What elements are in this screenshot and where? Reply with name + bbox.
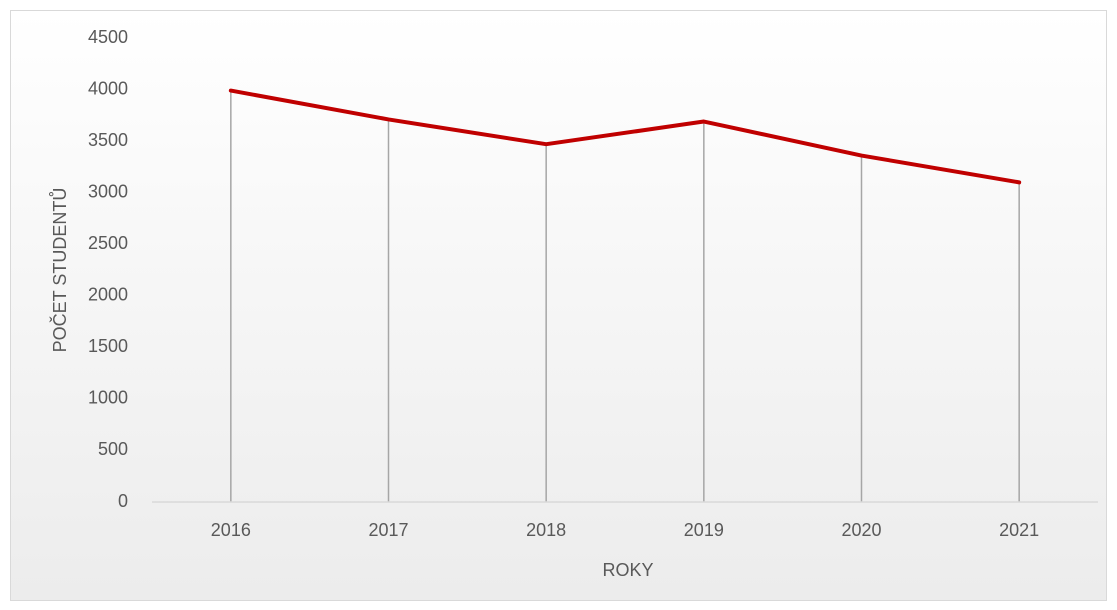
y-tick-label: 500 [98,439,128,459]
x-tick-label: 2016 [211,520,251,540]
x-tick-label: 2020 [841,520,881,540]
y-tick-label: 4500 [88,27,128,47]
y-tick-label: 3000 [88,181,128,201]
y-tick-label: 2000 [88,285,128,305]
x-tick-label: 2018 [526,520,566,540]
x-tick-label: 2019 [684,520,724,540]
y-tick-label: 3500 [88,130,128,150]
chart-frame [10,10,1107,601]
y-tick-label: 4000 [88,78,128,98]
y-tick-label: 0 [118,491,128,511]
y-tick-label: 1000 [88,388,128,408]
x-tick-label: 2017 [368,520,408,540]
x-tick-label: 2021 [999,520,1039,540]
y-tick-label: 2500 [88,233,128,253]
y-tick-label: 1500 [88,336,128,356]
data-line [228,88,1022,185]
y-axis-title: POČET STUDENTŮ [49,188,70,353]
x-axis-title: ROKY [602,560,653,580]
